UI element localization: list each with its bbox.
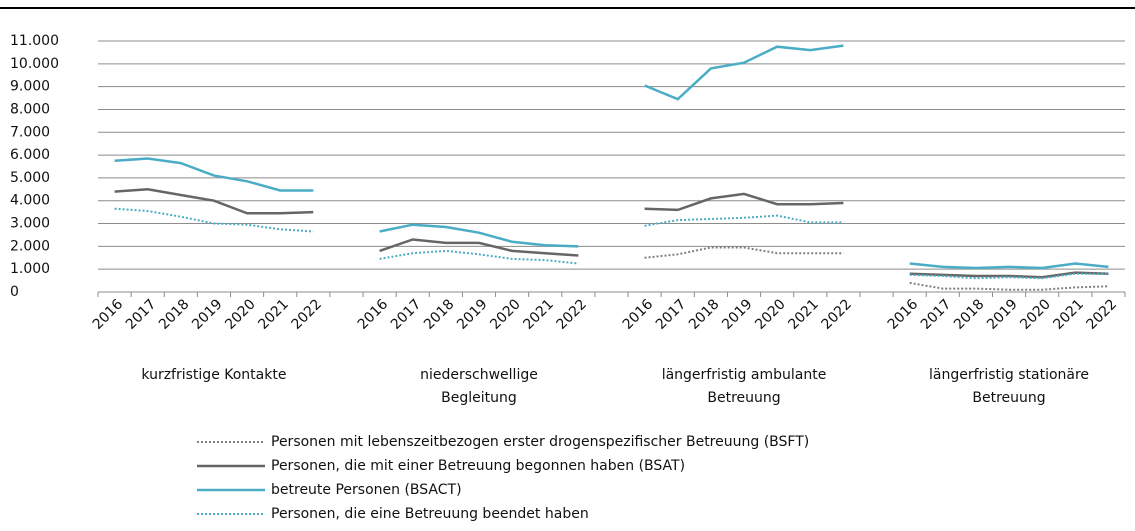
x-tick-label: 2017 [123,296,160,333]
x-tick-label: 2017 [918,296,955,333]
series-line [114,207,1109,280]
x-tick-label: 2017 [653,296,690,333]
x-tick-label: 2016 [885,296,922,333]
group-label: Betreuung [707,390,780,406]
x-tick-label: 2020 [1017,296,1054,333]
x-tick-label: 2018 [686,296,723,333]
y-tick-label: 11.000 [10,33,59,49]
group-label: kurzfristige Kontakte [141,367,286,383]
legend-label: Personen mit lebenszeitbezogen erster dr… [271,434,809,450]
x-tick-label: 2022 [1084,296,1121,333]
group-label: Begleitung [441,390,517,406]
x-tick-label: 2022 [819,296,856,333]
y-tick-label: 2.000 [10,238,50,254]
legend-label: Personen, die eine Betreuung beendet hab… [271,506,589,522]
y-tick-label: 4.000 [10,193,50,209]
x-tick-label: 2020 [752,296,789,333]
y-tick-label: 3.000 [10,216,50,232]
group-label: längerfristig ambulante [662,367,827,383]
x-tick-label: 2016 [620,296,657,333]
y-tick-label: 8.000 [10,101,50,117]
legend-label: betreute Personen (BSACT) [271,482,462,498]
x-tick-label: 2021 [785,296,822,333]
x-tick-label: 2016 [355,296,392,333]
x-tick-label: 2021 [255,296,292,333]
x-tick-label: 2018 [421,296,458,333]
y-tick-label: 0 [10,284,19,300]
group-label: längerfristig stationäre [929,367,1089,383]
x-tick-label: 2018 [156,296,193,333]
x-tick-label: 2021 [1050,296,1087,333]
x-tick-label: 2021 [520,296,557,333]
group-label: Betreuung [972,390,1045,406]
x-tick-label: 2018 [951,296,988,333]
x-tick-label: 2019 [719,296,756,333]
group-label: niederschwellige [420,367,538,383]
x-tick-label: 2019 [454,296,491,333]
y-tick-label: 6.000 [10,147,50,163]
x-tick-label: 2017 [388,296,425,333]
legend-label: Personen, die mit einer Betreuung begonn… [271,458,685,474]
y-tick-label: 10.000 [10,56,59,72]
x-tick-label: 2022 [288,296,325,333]
series-line [114,44,1109,270]
series-line [644,246,1109,291]
x-tick-label: 2020 [487,296,524,333]
series-line [114,188,1109,279]
x-tick-label: 2016 [90,296,127,333]
x-tick-label: 2019 [189,296,226,333]
x-tick-label: 2022 [554,296,591,333]
y-tick-label: 7.000 [10,124,50,140]
y-tick-label: 1.000 [10,261,50,277]
x-tick-label: 2019 [984,296,1021,333]
y-tick-label: 5.000 [10,170,50,186]
y-tick-label: 9.000 [10,79,50,95]
x-tick-label: 2020 [222,296,259,333]
